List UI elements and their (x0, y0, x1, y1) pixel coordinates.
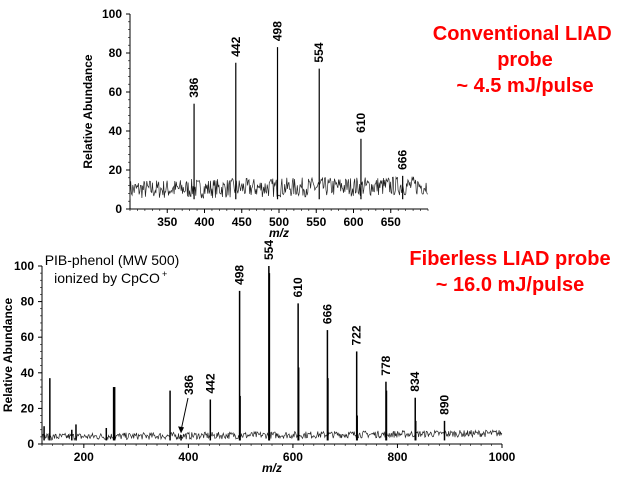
top-spectrum: 0 20 40 60 80 100 350 400 450 500 550 600 650 m/z Rela… (81, 7, 429, 240)
y-axis-label: Relative Abundance (81, 54, 95, 169)
x-tick-label: 650 (381, 215, 401, 229)
arrow-line (180, 397, 189, 431)
x-tick-label: 1000 (489, 450, 516, 464)
peak-label-498: 498 (233, 265, 247, 285)
x-tick-label: 350 (157, 215, 177, 229)
x-axis-label: m/z (269, 226, 289, 240)
peak-label-666: 666 (396, 150, 410, 170)
y-tick-label: 100 (102, 7, 122, 21)
x-tick-label: 600 (283, 450, 303, 464)
peak-label-386: 386 (187, 77, 201, 97)
y-axis-label: Relative Abundance (1, 298, 15, 413)
x-tick-label: 400 (178, 450, 198, 464)
top-annotation-line2: ~ 4.5 mJ/pulse (456, 75, 593, 97)
bottom-annotation-line1: Fiberless LIAD probe (409, 248, 610, 270)
baseline-noise-trace (129, 176, 428, 200)
x-tick-label: 450 (232, 215, 252, 229)
y-tick-label: 100 (14, 259, 34, 273)
peak-label-498: 498 (271, 21, 285, 41)
sample-superscript: + (162, 269, 167, 279)
peak-label-778: 778 (379, 355, 393, 375)
y-tick-label: 20 (109, 163, 123, 177)
y-tick-label: 0 (115, 202, 122, 216)
bottom-spectrum: 0 20 40 60 80 100 200 400 600 800 1000 m/z Relative … (1, 240, 516, 475)
x-tick-label: 400 (194, 215, 214, 229)
y-tick-label: 40 (21, 366, 35, 380)
x-tick-label: 500 (269, 215, 289, 229)
y-tick-label: 0 (27, 437, 34, 451)
sample-line2: ionized by CpCO (54, 270, 160, 286)
peak-label-554: 554 (262, 240, 276, 260)
y-tick-label: 20 (21, 401, 35, 415)
x-axis-label: m/z (262, 461, 282, 475)
x-tick-label: 800 (387, 450, 407, 464)
y-tick-label: 40 (109, 124, 123, 138)
peak-label-610: 610 (354, 112, 368, 132)
y-tick-label: 60 (21, 330, 35, 344)
x-tick-label: 200 (74, 450, 94, 464)
bottom-annotation-line2: ~ 16.0 mJ/pulse (436, 274, 584, 296)
y-tick-label: 60 (109, 85, 123, 99)
peak-label-722: 722 (350, 325, 364, 345)
x-tick-label: 550 (306, 215, 326, 229)
arrow-label-386: 386 (182, 375, 196, 395)
peak-label-442: 442 (229, 36, 243, 56)
y-tick-label: 80 (109, 46, 123, 60)
arrow-head-icon (178, 426, 185, 434)
peak-label-666: 666 (320, 304, 334, 324)
peak-label-554: 554 (312, 42, 326, 62)
baseline-noise-trace (41, 429, 503, 442)
top-annotation-line1: Conventional LIAD probe (433, 23, 617, 71)
peak-label-890: 890 (438, 395, 452, 415)
peak-label-610: 610 (291, 277, 305, 297)
x-tick-label: 600 (343, 215, 363, 229)
peak-label-442: 442 (203, 373, 217, 393)
y-tick-label: 80 (21, 295, 35, 309)
peak-label-834: 834 (408, 371, 422, 391)
sample-line1: PIB-phenol (MW 500) (45, 252, 180, 268)
